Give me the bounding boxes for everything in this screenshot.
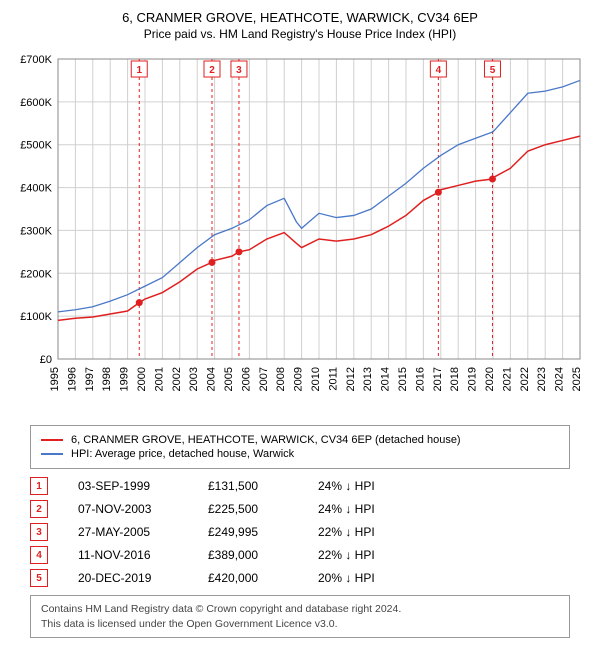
transaction-date: 11-NOV-2016 [78, 548, 178, 562]
marker-number: 4 [30, 546, 48, 564]
svg-text:2018: 2018 [449, 367, 461, 391]
legend-swatch [41, 439, 63, 441]
svg-text:1997: 1997 [84, 367, 96, 391]
legend-swatch [41, 453, 63, 455]
table-row: 1 03-SEP-1999 £131,500 24% ↓ HPI [30, 477, 570, 495]
svg-text:2: 2 [209, 65, 215, 76]
svg-text:2000: 2000 [136, 367, 148, 391]
marker-number: 1 [30, 477, 48, 495]
transaction-price: £249,995 [208, 525, 288, 539]
svg-text:2017: 2017 [432, 367, 444, 391]
transaction-price: £420,000 [208, 571, 288, 585]
svg-text:£500K: £500K [20, 140, 52, 152]
svg-text:2006: 2006 [240, 367, 252, 391]
table-row: 2 07-NOV-2003 £225,500 24% ↓ HPI [30, 500, 570, 518]
chart-container: £0 £100K £200K £300K £400K £500K £600K £700K 199… [10, 49, 590, 419]
svg-text:2022: 2022 [519, 367, 531, 391]
marker-number: 2 [30, 500, 48, 518]
svg-text:2001: 2001 [153, 367, 165, 391]
transaction-price: £131,500 [208, 479, 288, 493]
marker-number: 5 [30, 569, 48, 587]
legend-label: HPI: Average price, detached house, Warw… [71, 448, 294, 460]
transaction-pct: 22% ↓ HPI [318, 525, 418, 539]
svg-text:£700K: £700K [20, 54, 52, 66]
svg-text:3: 3 [236, 65, 242, 76]
svg-text:1998: 1998 [101, 367, 113, 391]
svg-text:4: 4 [436, 65, 442, 76]
transaction-price: £389,000 [208, 548, 288, 562]
svg-text:£600K: £600K [20, 97, 52, 109]
svg-text:2009: 2009 [293, 367, 305, 391]
svg-text:£300K: £300K [20, 225, 52, 237]
table-row: 4 11-NOV-2016 £389,000 22% ↓ HPI [30, 546, 570, 564]
svg-text:1995: 1995 [49, 367, 61, 391]
svg-text:2002: 2002 [171, 367, 183, 391]
svg-text:1999: 1999 [119, 367, 131, 391]
legend-item: 6, CRANMER GROVE, HEATHCOTE, WARWICK, CV… [41, 434, 559, 446]
svg-text:2025: 2025 [571, 367, 583, 391]
svg-text:2003: 2003 [188, 367, 200, 391]
footer-line1: Contains HM Land Registry data © Crown c… [41, 602, 559, 617]
legend-label: 6, CRANMER GROVE, HEATHCOTE, WARWICK, CV… [71, 434, 461, 446]
legend-item: HPI: Average price, detached house, Warw… [41, 448, 559, 460]
svg-text:£400K: £400K [20, 183, 52, 195]
transaction-table: 1 03-SEP-1999 £131,500 24% ↓ HPI 2 07-NOV-200… [30, 477, 570, 587]
svg-text:2012: 2012 [345, 367, 357, 391]
svg-text:2024: 2024 [554, 367, 566, 391]
svg-text:2007: 2007 [258, 367, 270, 391]
transaction-date: 27-MAY-2005 [78, 525, 178, 539]
table-row: 3 27-MAY-2005 £249,995 22% ↓ HPI [30, 523, 570, 541]
svg-text:2015: 2015 [397, 367, 409, 391]
table-row: 5 20-DEC-2019 £420,000 20% ↓ HPI [30, 569, 570, 587]
legend: 6, CRANMER GROVE, HEATHCOTE, WARWICK, CV… [30, 425, 570, 469]
svg-text:1: 1 [136, 65, 142, 76]
transaction-date: 07-NOV-2003 [78, 502, 178, 516]
svg-text:1996: 1996 [66, 367, 78, 391]
price-chart: £0 £100K £200K £300K £400K £500K £600K £700K 199… [10, 49, 590, 419]
footer-line2: This data is licensed under the Open Gov… [41, 617, 559, 632]
svg-text:£200K: £200K [20, 268, 52, 280]
transaction-pct: 24% ↓ HPI [318, 502, 418, 516]
svg-text:2020: 2020 [484, 367, 496, 391]
svg-text:2023: 2023 [536, 367, 548, 391]
svg-text:2008: 2008 [275, 367, 287, 391]
transaction-pct: 22% ↓ HPI [318, 548, 418, 562]
svg-text:5: 5 [490, 65, 496, 76]
copyright-footer: Contains HM Land Registry data © Crown c… [30, 595, 570, 638]
transaction-date: 20-DEC-2019 [78, 571, 178, 585]
svg-text:2010: 2010 [310, 367, 322, 391]
transaction-price: £225,500 [208, 502, 288, 516]
transaction-pct: 24% ↓ HPI [318, 479, 418, 493]
svg-text:2019: 2019 [467, 367, 479, 391]
svg-text:2004: 2004 [206, 367, 218, 391]
transaction-pct: 20% ↓ HPI [318, 571, 418, 585]
page-title: 6, CRANMER GROVE, HEATHCOTE, WARWICK, CV… [10, 10, 590, 25]
svg-text:2014: 2014 [380, 367, 392, 391]
svg-text:2013: 2013 [362, 367, 374, 391]
svg-text:2016: 2016 [414, 367, 426, 391]
marker-number: 3 [30, 523, 48, 541]
svg-text:£0: £0 [40, 354, 52, 366]
svg-text:2021: 2021 [501, 367, 513, 391]
svg-text:£100K: £100K [20, 311, 52, 323]
transaction-date: 03-SEP-1999 [78, 479, 178, 493]
svg-text:2005: 2005 [223, 367, 235, 391]
page-subtitle: Price paid vs. HM Land Registry's House … [10, 27, 590, 41]
svg-text:2011: 2011 [327, 367, 339, 391]
